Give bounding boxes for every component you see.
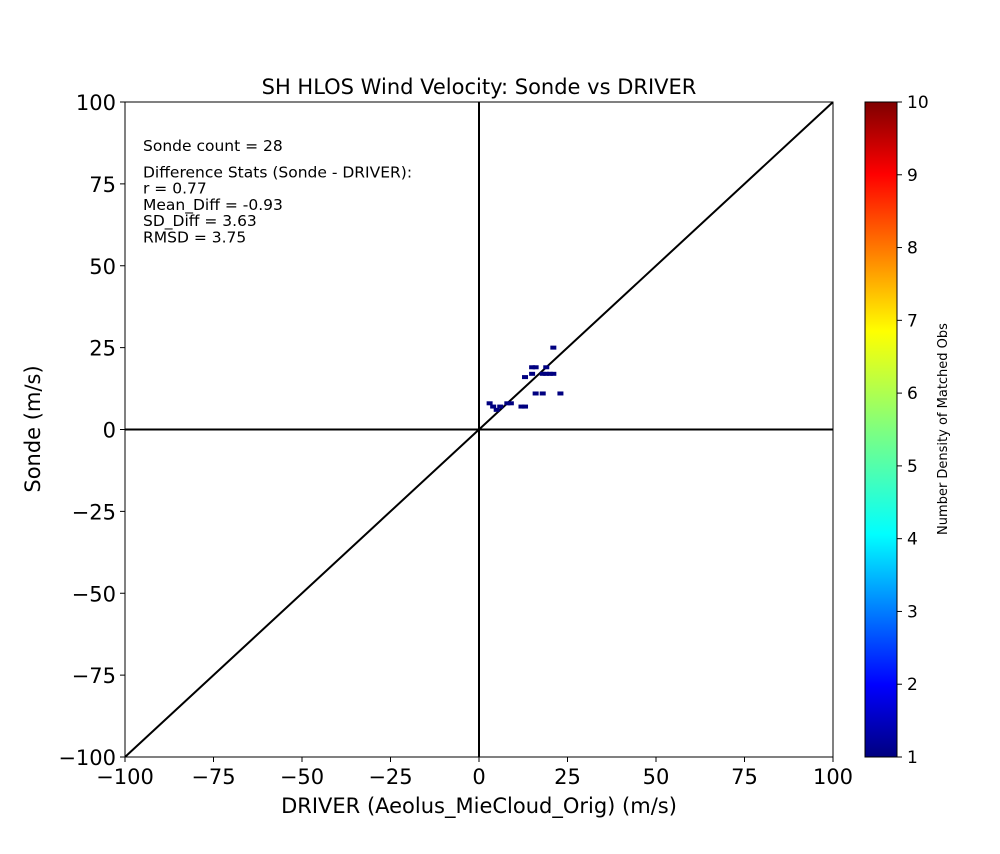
- data-point: [539, 371, 546, 376]
- data-point: [543, 371, 550, 376]
- colorbar-tick-label: 1: [907, 748, 918, 768]
- data-point: [546, 371, 553, 376]
- data-point: [518, 404, 525, 409]
- colorbar-tick-label: 7: [907, 311, 918, 331]
- stats-annotation-line: RMSD = 3.75: [143, 229, 246, 247]
- x-tick-label: −25: [368, 765, 412, 789]
- data-point: [532, 391, 539, 396]
- colorbar-tick-label: 4: [907, 530, 918, 550]
- x-axis-label: DRIVER (Aeolus_MieCloud_Orig) (m/s): [281, 794, 677, 819]
- colorbar-tick-label: 5: [907, 457, 918, 477]
- stats-annotation-line: Sonde count = 28: [143, 137, 283, 155]
- data-point: [550, 371, 557, 376]
- y-tick-label: −50: [72, 582, 116, 606]
- data-point: [550, 345, 557, 350]
- data-point: [543, 365, 550, 370]
- colorbar-label: Number Density of Matched Obs: [936, 323, 951, 535]
- colorbar: 1 2 3 4 5 6 7 8 9 10 Number Density of Matched Ob…: [864, 93, 951, 768]
- colorbar-tick-label: 10: [907, 93, 929, 113]
- x-tick-label: 50: [643, 765, 670, 789]
- y-tick-label: −75: [72, 664, 116, 688]
- data-point: [529, 371, 536, 376]
- data-point: [493, 407, 500, 412]
- x-tick-label: −100: [96, 765, 154, 789]
- colorbar-tick-label: 8: [907, 239, 918, 259]
- x-tick-label: −50: [280, 765, 324, 789]
- y-tick-label: 100: [76, 91, 116, 115]
- data-point: [532, 365, 539, 370]
- stats-annotation-line: Difference Stats (Sonde - DRIVER):: [143, 163, 412, 181]
- y-tick-label: 75: [89, 173, 116, 197]
- y-tick-label: 25: [89, 337, 116, 361]
- stats-annotation-line: Mean_Diff = -0.93: [143, 196, 283, 215]
- chart-title: SH HLOS Wind Velocity: Sonde vs DRIVER: [262, 75, 697, 99]
- data-point: [522, 375, 529, 380]
- data-point: [490, 404, 497, 409]
- data-point: [557, 391, 564, 396]
- data-point: [529, 365, 536, 370]
- y-tick-label: 0: [103, 419, 116, 443]
- colorbar-tick-label: 3: [907, 602, 918, 622]
- y-axis-label: Sonde (m/s): [21, 365, 45, 492]
- x-tick-label: 75: [731, 765, 758, 789]
- data-point: [504, 401, 511, 406]
- colorbar-tick-label: 6: [907, 384, 918, 404]
- data-point: [507, 401, 514, 406]
- x-tick-label: −75: [191, 765, 235, 789]
- data-point: [486, 401, 493, 406]
- colorbar-tick-label: 2: [907, 675, 918, 695]
- y-tick-label: −25: [72, 500, 116, 524]
- y-tick-label: −100: [58, 746, 116, 770]
- colorbar-gradient: [864, 101, 898, 758]
- x-tick-label: 0: [472, 765, 485, 789]
- y-tick-label: 50: [89, 255, 116, 279]
- colorbar-tick-label: 9: [907, 166, 918, 186]
- x-tick-label: 100: [813, 765, 853, 789]
- stats-annotation-line: r = 0.77: [143, 180, 207, 198]
- data-point: [522, 404, 529, 409]
- plot-area: −100 −75 −50 −25 0 25 50 75 100 −100 −75 −50 −25 0 25…: [58, 91, 853, 789]
- stats-annotation-line: SD_Diff = 3.63: [143, 212, 257, 231]
- data-point: [539, 391, 546, 396]
- data-point: [497, 404, 504, 409]
- one-to-one-line: [125, 102, 833, 757]
- x-tick-label: 25: [554, 765, 581, 789]
